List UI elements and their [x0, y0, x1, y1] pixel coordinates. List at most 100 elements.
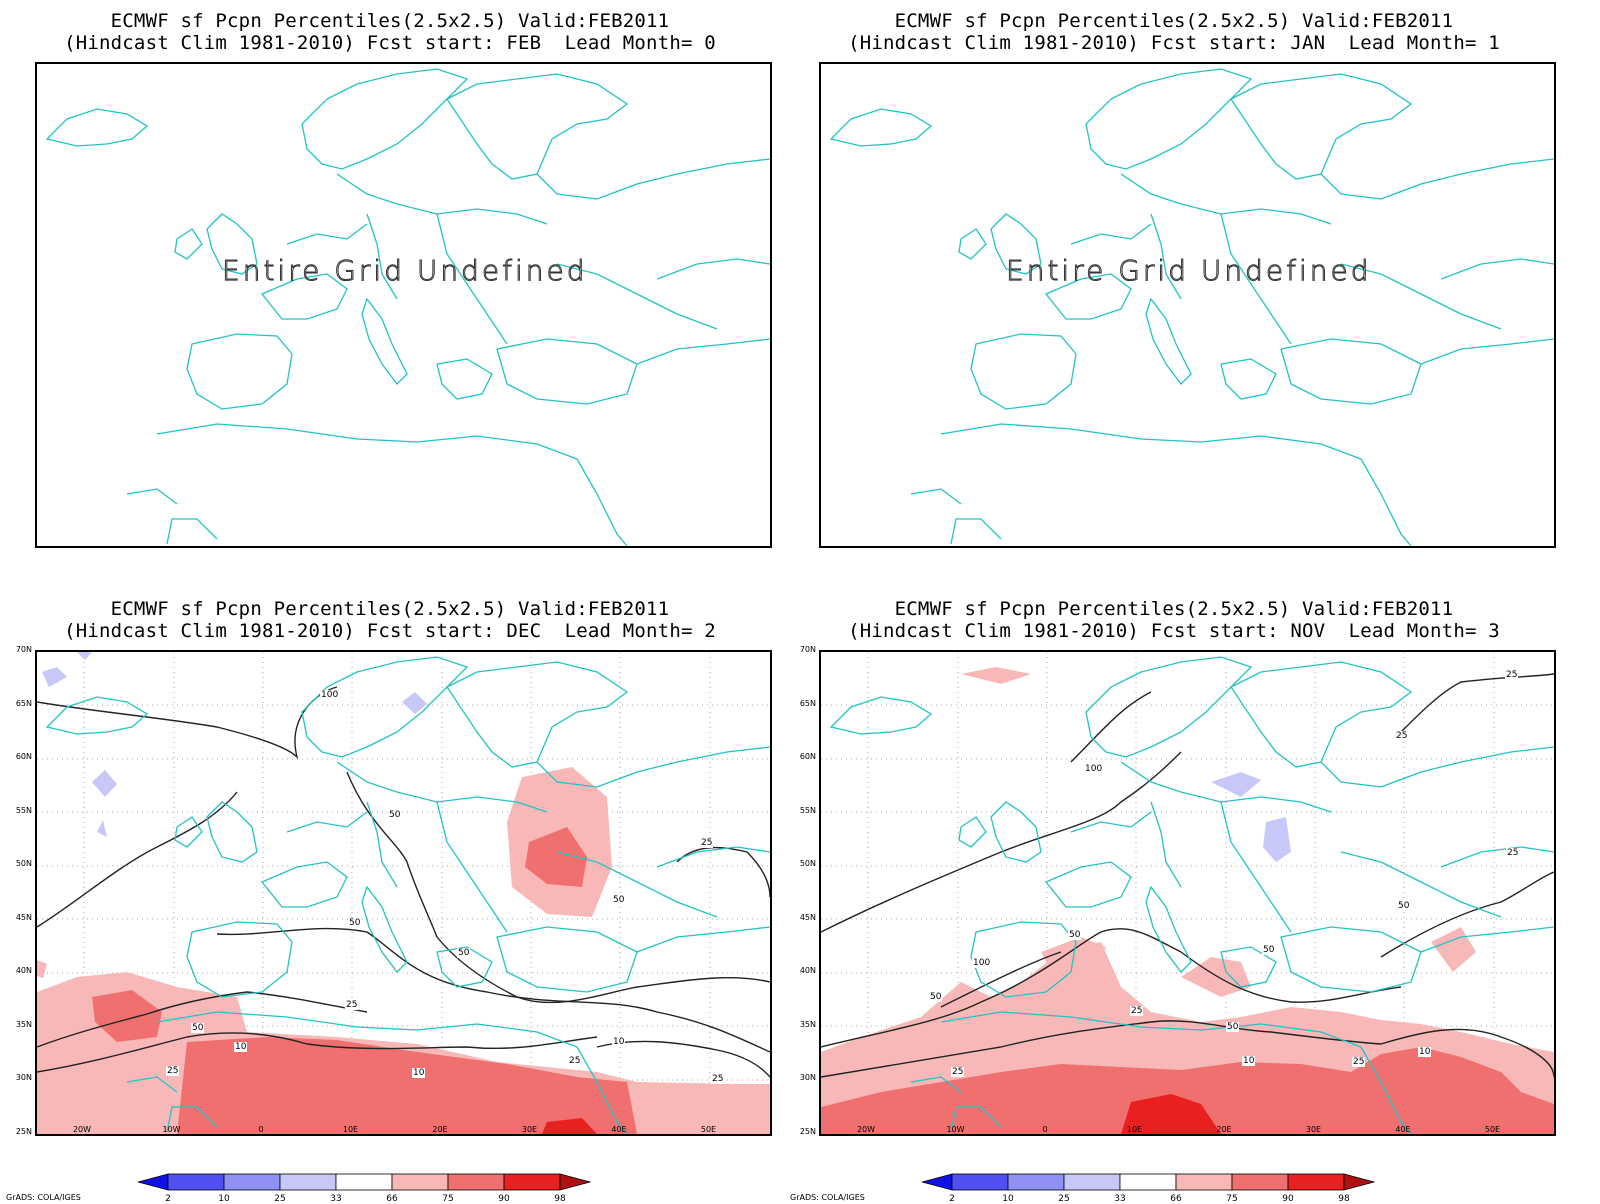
colorbar-label: 25	[1058, 1194, 1070, 1204]
contour-label: 25	[1505, 670, 1519, 680]
contour-label: 50	[1262, 945, 1276, 955]
lon-tick-label: 40E	[1395, 1125, 1411, 1134]
contour-label: 10	[1418, 1047, 1432, 1057]
contour-label: 50	[929, 992, 943, 1002]
contour-label: 50	[1068, 930, 1082, 940]
contour-label: 50	[348, 918, 362, 928]
percentile-map	[37, 652, 770, 1134]
colorbar-arrow-high	[1343, 1173, 1376, 1191]
panel-title-line2: (Hindcast Clim 1981-2010) Fcst start: JA…	[848, 32, 1500, 54]
lat-tick-label: 50N	[15, 859, 32, 868]
contour-label: 50	[457, 948, 471, 958]
lon-tick-label: 0	[258, 1125, 264, 1134]
lon-tick-label: 20E	[432, 1125, 448, 1134]
colorbar-segment	[1063, 1173, 1121, 1191]
colorbar-label: 90	[1282, 1194, 1294, 1204]
shade-75-south	[821, 1047, 1554, 1134]
contour-label: 10	[234, 1042, 248, 1052]
contour-label: 10	[412, 1068, 426, 1078]
shade-75-west	[92, 990, 162, 1042]
colorbar-label: 66	[386, 1194, 398, 1204]
shade-75-east	[525, 827, 587, 887]
coastline-borders	[829, 656, 1554, 1134]
contour-label: 50	[612, 895, 626, 905]
lat-tick-label: 40N	[799, 966, 816, 975]
colorbar-label: 75	[442, 1194, 454, 1204]
map-panel-lead1: ECMWF sf Pcpn Percentiles(2.5x2.5) Valid…	[784, 0, 1564, 560]
contour-label: 25	[568, 1056, 582, 1066]
lon-tick-label: 30E	[1305, 1125, 1322, 1134]
lat-tick-label: 35N	[15, 1019, 32, 1029]
coastline-borders	[45, 656, 770, 1134]
shade-66-east	[1431, 927, 1476, 972]
colorbar-segment	[1231, 1173, 1289, 1191]
colorbar-arrow-low	[138, 1173, 169, 1191]
panel-title-line1: ECMWF sf Pcpn Percentiles(2.5x2.5) Valid…	[110, 598, 670, 620]
colorbar-segment	[335, 1173, 393, 1191]
percentile-map	[821, 652, 1554, 1134]
colorbar-segment	[1175, 1173, 1233, 1191]
lat-tick-label: 30N	[15, 1073, 32, 1082]
lon-tick-label: 50E	[700, 1125, 717, 1134]
shading-above-normal	[821, 667, 1554, 1134]
map-panel-lead0: ECMWF sf Pcpn Percentiles(2.5x2.5) Valid…	[0, 0, 780, 560]
lon-tick-label: 20W	[72, 1125, 92, 1134]
contour-label: 10	[612, 1037, 626, 1047]
colorbar-label: 2	[949, 1194, 955, 1204]
shading-below-normal	[42, 652, 427, 837]
lon-tick-label: 10E	[1126, 1125, 1143, 1134]
colorbar-label: 98	[554, 1194, 566, 1204]
lat-tick-label: 45N	[799, 912, 816, 922]
panel-title-line2: (Hindcast Clim 1981-2010) Fcst start: NO…	[848, 620, 1500, 642]
lat-tick-label: 60N	[15, 752, 32, 761]
contour-label: 50	[191, 1023, 205, 1033]
coastline-map	[45, 68, 770, 546]
shade-90-spot	[542, 1118, 597, 1134]
lat-tick-label: 50N	[799, 859, 816, 868]
lon-tick-label: 10W	[946, 1125, 965, 1134]
shade-33-patch-2	[92, 770, 117, 797]
undefined-grid-message: Entire Grid Undefined	[1006, 254, 1372, 288]
lon-tick-label: 50E	[1484, 1125, 1501, 1134]
grid-lines	[821, 652, 1554, 1134]
colorbar-segment	[951, 1173, 1009, 1191]
contour-label: 25	[1130, 1006, 1144, 1016]
panel-title-line1: ECMWF sf Pcpn Percentiles(2.5x2.5) Valid…	[894, 598, 1454, 620]
colorbar-label: 25	[274, 1194, 286, 1204]
colorbar-segment	[1287, 1173, 1345, 1191]
shade-33-baltic	[1211, 772, 1261, 797]
contour-label: 25	[711, 1074, 725, 1084]
shade-90-south	[1121, 1094, 1221, 1134]
contour-label: 100	[1084, 764, 1104, 774]
colorbar-label: 2	[165, 1194, 171, 1204]
colorbar-label: 10	[218, 1194, 230, 1204]
coastline-map	[829, 68, 1554, 546]
panel-title-line2: (Hindcast Clim 1981-2010) Fcst start: DE…	[64, 620, 716, 642]
shading-below-normal	[1211, 772, 1291, 862]
lat-tick-label: 55N	[15, 805, 32, 815]
map-panel-lead3: ECMWF sf Pcpn Percentiles(2.5x2.5) Valid…	[784, 588, 1564, 1148]
shade-33-belarus	[1263, 817, 1291, 862]
colorbar-segment	[279, 1173, 337, 1191]
credit-left: GrADS: COLA/IGES	[6, 1193, 81, 1202]
contour-label: 50	[388, 810, 402, 820]
contour-label: 50	[1397, 901, 1411, 911]
lon-tick-label: 0	[1042, 1125, 1048, 1134]
shade-33-patch-4	[402, 692, 427, 714]
colorbar-segment	[391, 1173, 449, 1191]
lat-tick-label: 35N	[799, 1019, 816, 1029]
lat-tick-label: 55N	[799, 805, 816, 815]
panel-title-line1: ECMWF sf Pcpn Percentiles(2.5x2.5) Valid…	[110, 10, 670, 32]
coastline-borders	[45, 68, 770, 546]
contour-label: 50	[1226, 1022, 1240, 1032]
colorbar-arrow-low	[922, 1173, 953, 1191]
coastline-borders	[829, 68, 1554, 546]
colorbar-label: 66	[1170, 1194, 1182, 1204]
lat-tick-label: 30N	[799, 1073, 816, 1082]
map-frame	[35, 650, 772, 1136]
lon-tick-label: 30E	[521, 1125, 538, 1134]
panel-title-line2: (Hindcast Clim 1981-2010) Fcst start: FE…	[64, 32, 716, 54]
lat-tick-label: 70N	[799, 645, 816, 654]
contour-lines	[821, 673, 1554, 1078]
colorbar-svg	[138, 1173, 592, 1191]
